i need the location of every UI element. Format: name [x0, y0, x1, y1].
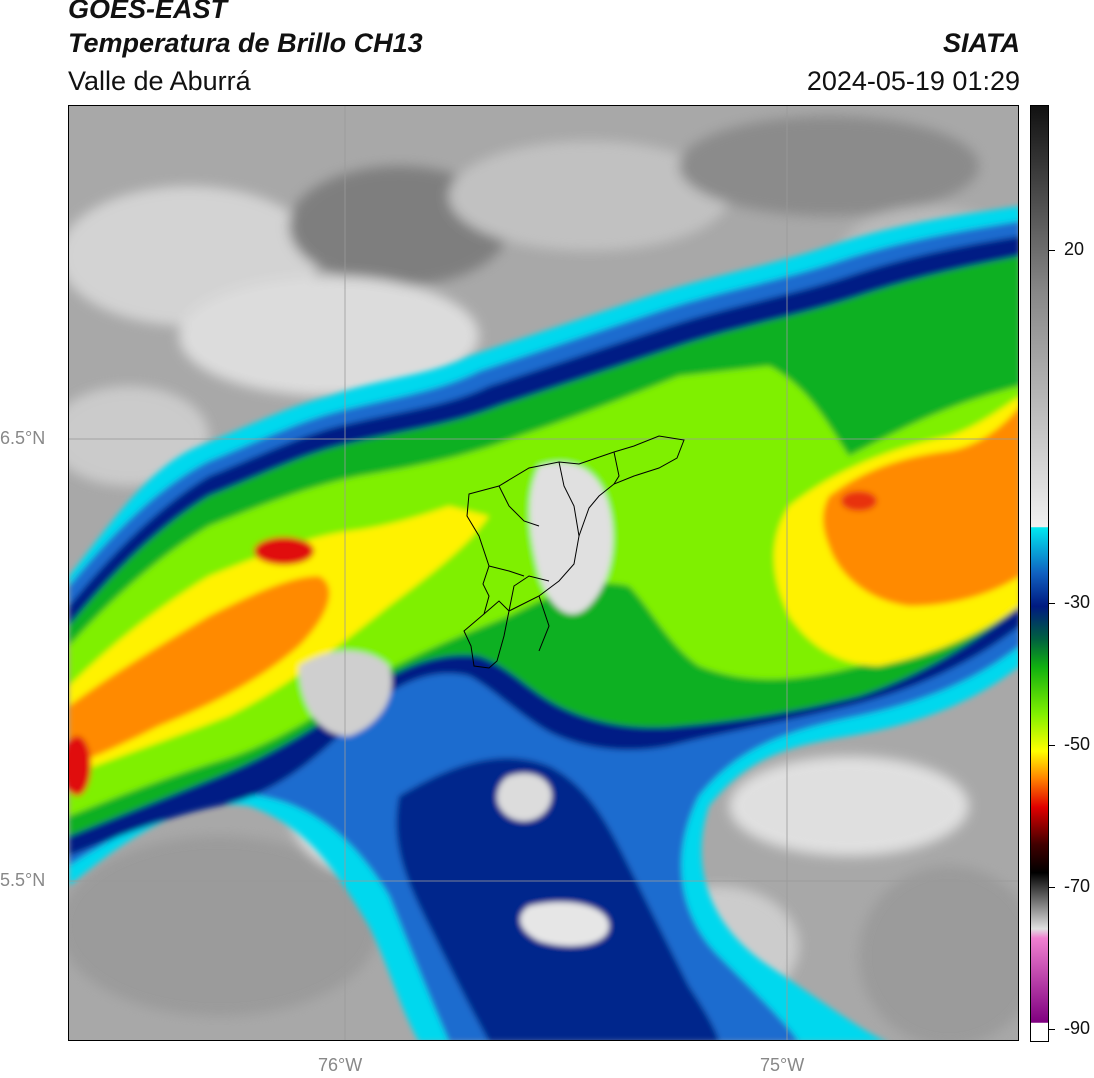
graticule	[69, 106, 1018, 1040]
colorbar-label-20: 20	[1064, 239, 1085, 259]
colorbar-tick-20	[1049, 250, 1055, 251]
cloud-red-edge	[69, 736, 91, 796]
lat-label-5-5: 5.5°N	[0, 870, 46, 890]
region-subtitle: Valle de Aburrá	[68, 66, 251, 96]
boundary-outer	[463, 435, 685, 669]
boundary-inner-1	[508, 575, 550, 612]
colorbar-tick-minus90	[1049, 1029, 1055, 1030]
colorbar-tick-minus70	[1049, 887, 1055, 888]
clear-patch-center	[529, 462, 613, 615]
datetime-label: 2024-05-19 01:29	[806, 66, 1020, 96]
boundary-inner-6	[488, 565, 525, 577]
cloud-orange	[69, 576, 330, 766]
cloud-red-east	[841, 491, 877, 511]
colorbar-tick-minus50	[1049, 745, 1055, 746]
colorbar-label-minus50: -50	[1064, 734, 1091, 754]
brightness-temperature-map[interactable]	[68, 105, 1019, 1041]
colorbar-tick-minus30	[1049, 603, 1055, 604]
cloud-layers	[69, 206, 1018, 1040]
colorbar-label-minus30: -30	[1064, 592, 1091, 612]
organization-label: SIATA	[943, 28, 1020, 58]
lat-label-6-5: 6.5°N	[0, 428, 46, 448]
boundary-inner-2	[483, 600, 510, 615]
lon-label-75: 75°W	[760, 1055, 805, 1075]
clear-patch-south2	[520, 902, 609, 946]
lon-label-76: 76°W	[318, 1055, 363, 1075]
satellite-title: GOES-EAST	[68, 0, 228, 24]
colorbar	[1030, 105, 1049, 1042]
cloud-navy-south	[396, 758, 719, 1040]
boundary-inner-4	[498, 485, 540, 527]
colorbar-label-minus90: -90	[1064, 1018, 1091, 1038]
cloud-orange-east	[823, 408, 1018, 606]
municipal-boundaries	[463, 435, 685, 669]
boundary-inner-3	[558, 461, 580, 537]
product-title: Temperatura de Brillo CH13	[68, 28, 423, 58]
clear-patch-south	[497, 773, 552, 821]
boundary-inner-5	[613, 451, 620, 485]
colorbar-label-minus70: -70	[1064, 876, 1091, 896]
cloud-red-west	[254, 537, 314, 565]
boundary-inner-7	[538, 595, 550, 652]
